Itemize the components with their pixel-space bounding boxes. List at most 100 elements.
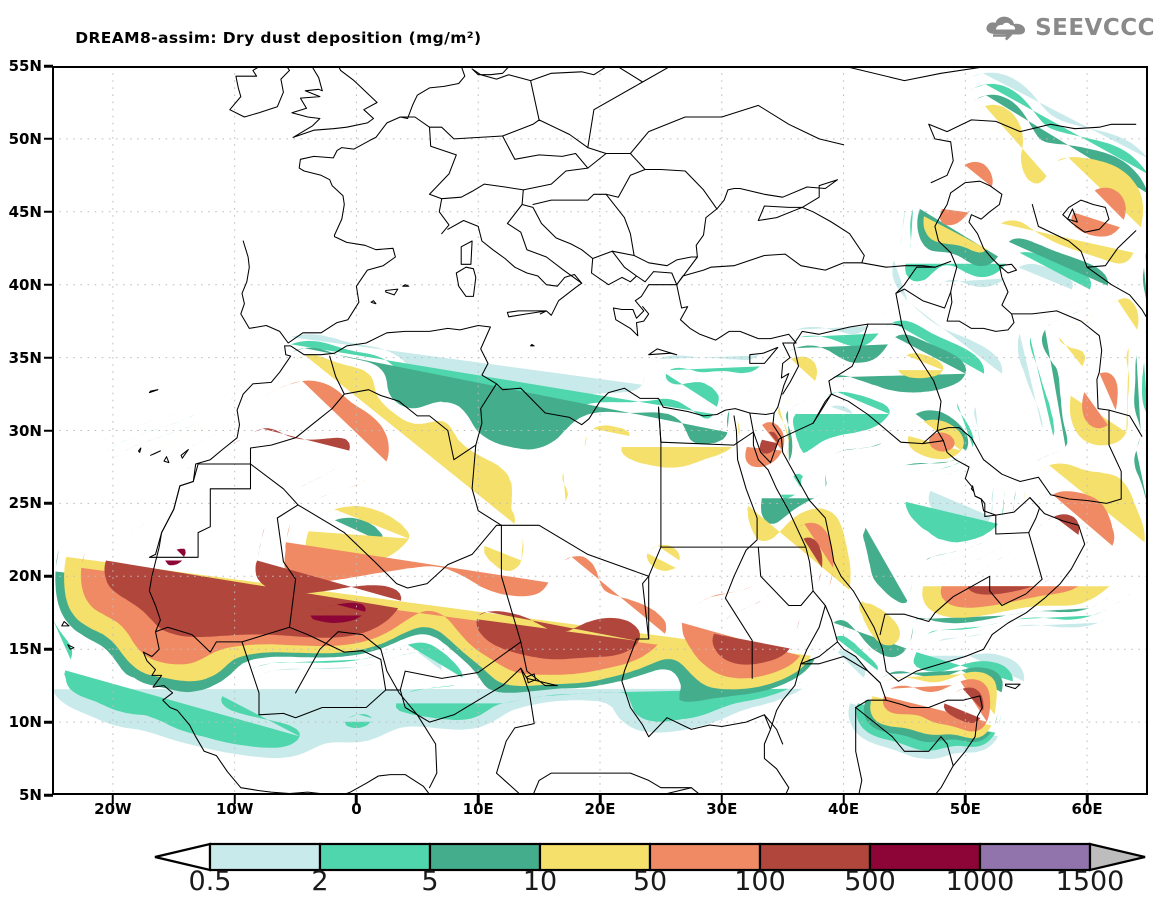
map-outline xyxy=(763,663,802,730)
colorbar xyxy=(154,842,1146,872)
map-outline xyxy=(879,532,1043,636)
map-outline xyxy=(861,262,936,268)
lat-label: 40N xyxy=(8,275,42,294)
map-outline xyxy=(843,66,1039,82)
map-outline xyxy=(855,706,863,795)
contour-band xyxy=(52,72,1148,759)
gridlines-layer xyxy=(52,66,1148,795)
map-outline xyxy=(530,80,540,121)
lat-label: 10N xyxy=(8,713,42,732)
lat-tick xyxy=(44,210,53,214)
lon-tick xyxy=(598,795,602,804)
map-outline xyxy=(148,389,159,394)
colorbar-tick-label: 50 xyxy=(632,866,668,897)
map-outline xyxy=(150,450,161,456)
map-outline xyxy=(370,300,377,305)
map-outline xyxy=(855,706,954,767)
map-outline xyxy=(142,284,797,795)
map-outline xyxy=(1004,683,1021,690)
map-outline xyxy=(895,260,952,327)
map-outline xyxy=(249,393,345,465)
lon-tick xyxy=(476,795,480,804)
map-outline xyxy=(1086,266,1148,321)
map-outline xyxy=(974,495,982,500)
colorbar-tick-label: 100 xyxy=(734,866,786,897)
lat-label: 5N xyxy=(19,786,42,804)
contour-band xyxy=(104,428,1080,724)
map-outline xyxy=(1031,203,1137,268)
colorbar-segment xyxy=(868,842,982,872)
map-outline xyxy=(428,126,504,200)
lat-tick xyxy=(44,793,53,797)
colorbar-tick-label: 1500 xyxy=(1055,866,1125,897)
map-outline xyxy=(1011,310,1122,500)
lat-tick xyxy=(44,137,53,141)
map-outline xyxy=(438,183,524,235)
lat-tick xyxy=(44,502,53,505)
colorbar-tick-label: 0.5 xyxy=(188,866,232,897)
colorbar-segment xyxy=(648,842,762,872)
map-outline xyxy=(757,546,814,607)
map-outline xyxy=(980,498,997,518)
map-outline xyxy=(676,179,865,286)
lon-tick xyxy=(720,795,724,804)
map-outline xyxy=(855,699,887,709)
lon-label: 10E xyxy=(462,800,494,818)
colorbar-tick-label: 500 xyxy=(844,866,896,897)
lon-label: 20E xyxy=(584,800,616,818)
lat-label: 30N xyxy=(8,421,42,440)
colorbar-over-arrow xyxy=(1088,842,1146,872)
lat-tick xyxy=(44,64,53,68)
map-outline xyxy=(800,655,881,684)
colorbar-labels: 0.5 2 5 10 50 100 500 1000 1500 xyxy=(0,866,1165,902)
map-outline xyxy=(763,728,790,795)
map-outline xyxy=(928,123,954,184)
map-outline xyxy=(471,66,609,82)
map-outline xyxy=(605,168,646,198)
map-outline xyxy=(163,456,170,464)
lon-label: 10W xyxy=(215,800,254,818)
map-outline xyxy=(229,66,291,118)
lon-tick xyxy=(355,795,358,804)
map-outline xyxy=(995,497,1041,535)
map-outline xyxy=(460,240,473,265)
lat-label: 45N xyxy=(8,202,42,221)
lon-label: 30E xyxy=(706,800,738,818)
cloud-icon xyxy=(986,16,1026,41)
map-outline xyxy=(772,412,782,439)
map-outline xyxy=(812,393,832,424)
map-outline xyxy=(447,219,583,318)
colorbar-segment xyxy=(208,842,322,872)
map-outline xyxy=(828,349,860,395)
map-plot-area xyxy=(52,66,1148,795)
title-line-1: DREAM8-assim: Dry dust deposition (mg/m²… xyxy=(75,29,482,47)
lat-tick xyxy=(44,720,53,724)
lat-tick xyxy=(44,283,53,286)
contour-band xyxy=(64,104,1145,739)
map-outline xyxy=(297,504,558,774)
map-outline xyxy=(402,284,410,287)
map-outline xyxy=(648,348,678,356)
lat-label: 35N xyxy=(8,348,42,367)
logo-text: SEEVCCC xyxy=(1035,14,1155,41)
lon-tick xyxy=(842,795,845,804)
map-outline xyxy=(633,254,698,267)
lon-label: 0 xyxy=(351,800,362,818)
map-outline xyxy=(587,66,644,149)
map-outline xyxy=(455,266,477,297)
lat-tick xyxy=(44,429,53,432)
map-outline xyxy=(241,626,387,719)
map-outline xyxy=(724,415,758,679)
map-outline xyxy=(240,66,466,344)
lon-label: 60E xyxy=(1071,800,1103,818)
contour-band xyxy=(165,548,366,623)
lat-label: 20N xyxy=(8,567,42,586)
map-outline xyxy=(928,119,1137,133)
map-outline xyxy=(180,448,189,459)
seevccc-logo: SEEVCCC xyxy=(984,14,1155,41)
map-outline xyxy=(1067,208,1078,223)
map-outline xyxy=(657,406,662,443)
colorbar-tick-label: 5 xyxy=(421,866,439,897)
map-outline xyxy=(329,355,477,461)
